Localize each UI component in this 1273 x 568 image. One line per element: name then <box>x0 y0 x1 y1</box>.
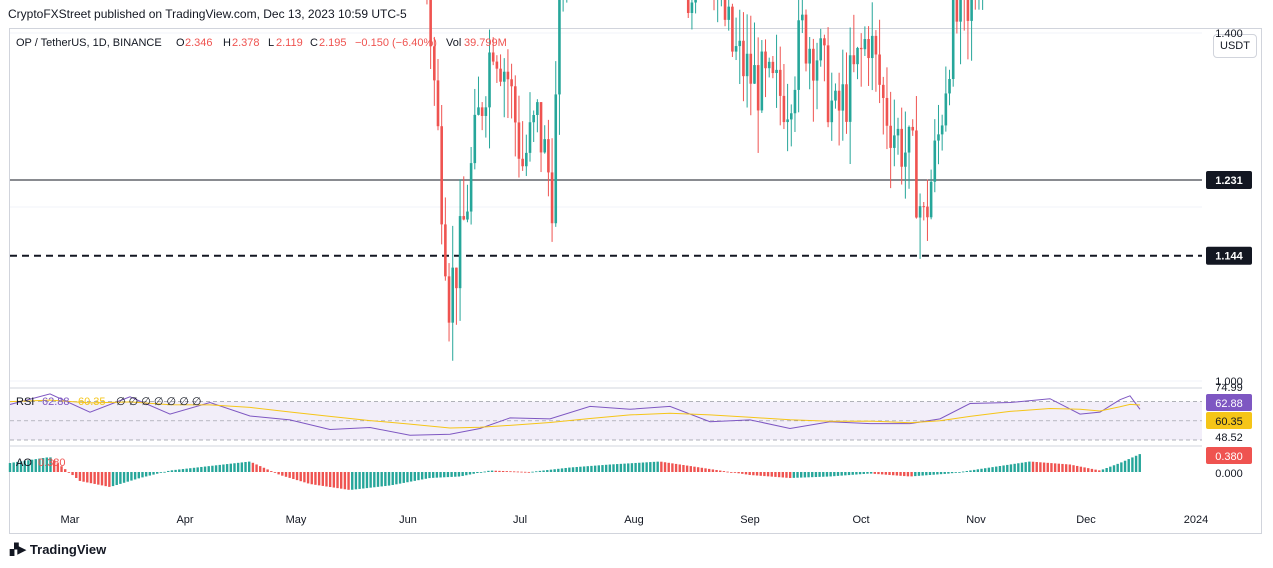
candle-body <box>955 0 959 22</box>
candle-body <box>686 0 690 13</box>
candle-body <box>690 2 694 13</box>
footer-brand: TradingView <box>29 542 107 557</box>
tradingview-footer: ▞▶ TradingView <box>10 542 106 557</box>
candle-body <box>723 0 727 20</box>
candle-body <box>970 0 973 21</box>
candle-body <box>959 0 962 22</box>
candle-body <box>966 0 970 21</box>
candle-body <box>694 0 697 3</box>
candle-body <box>801 14 804 21</box>
candle-body <box>727 6 731 20</box>
publisher-header: CryptoFXStreet published on TradingView.… <box>8 7 407 21</box>
chart-frame <box>9 28 1262 534</box>
tradingview-logo-icon: ▞▶ <box>10 544 26 556</box>
currency-button[interactable]: USDT <box>1213 34 1257 58</box>
